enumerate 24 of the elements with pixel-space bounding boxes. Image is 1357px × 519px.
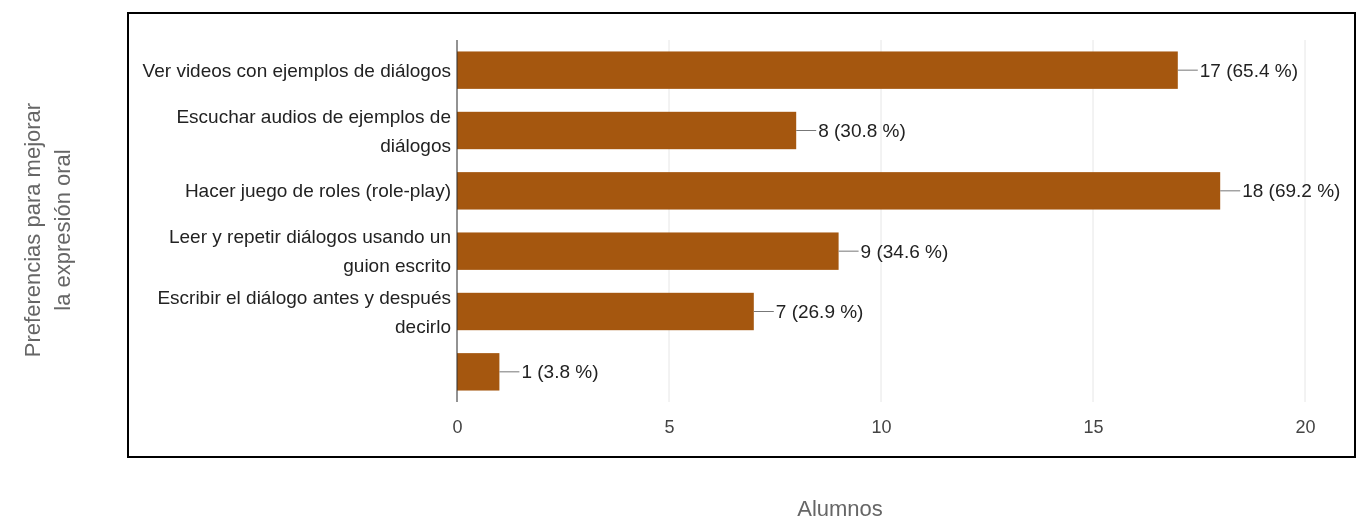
y-tick-label: Leer y repetir diálogos usando un guion escrito	[168, 226, 451, 277]
x-tick-label: 5	[664, 416, 675, 437]
y-tick-label: Ver videos con ejemplos de diálogos	[142, 59, 451, 81]
bar	[457, 111, 797, 150]
data-label: 8 (30.8 %)	[818, 120, 906, 142]
x-tick-label: 20	[1295, 416, 1316, 437]
data-label: 9 (34.6 %)	[860, 240, 949, 262]
y-tick-label: Escuchar audios de ejemplos de diálogos	[176, 105, 451, 156]
bar	[457, 232, 839, 270]
y-tick-label: Hacer juego de roles (role-play)	[184, 180, 451, 202]
y-tick-label: Escribir el diálogo antes y después decirlo	[157, 286, 451, 337]
bar	[457, 172, 1221, 210]
bar	[457, 292, 754, 331]
x-tick-label: 10	[871, 416, 892, 437]
bar	[457, 51, 1178, 89]
data-label: 17 (65.4 %)	[1199, 59, 1299, 81]
x-tick-label: 15	[1083, 416, 1104, 437]
x-axis-title: Alumnos	[797, 496, 883, 519]
bar	[457, 353, 500, 391]
data-label: 1 (3.8 %)	[521, 361, 599, 383]
data-label: 18 (69.2 %)	[1242, 180, 1341, 202]
x-tick-label: 0	[452, 416, 463, 437]
y-axis-title: Preferencias para mejorar la expresión oral	[19, 102, 75, 358]
data-label: 7 (26.9 %)	[775, 301, 864, 323]
